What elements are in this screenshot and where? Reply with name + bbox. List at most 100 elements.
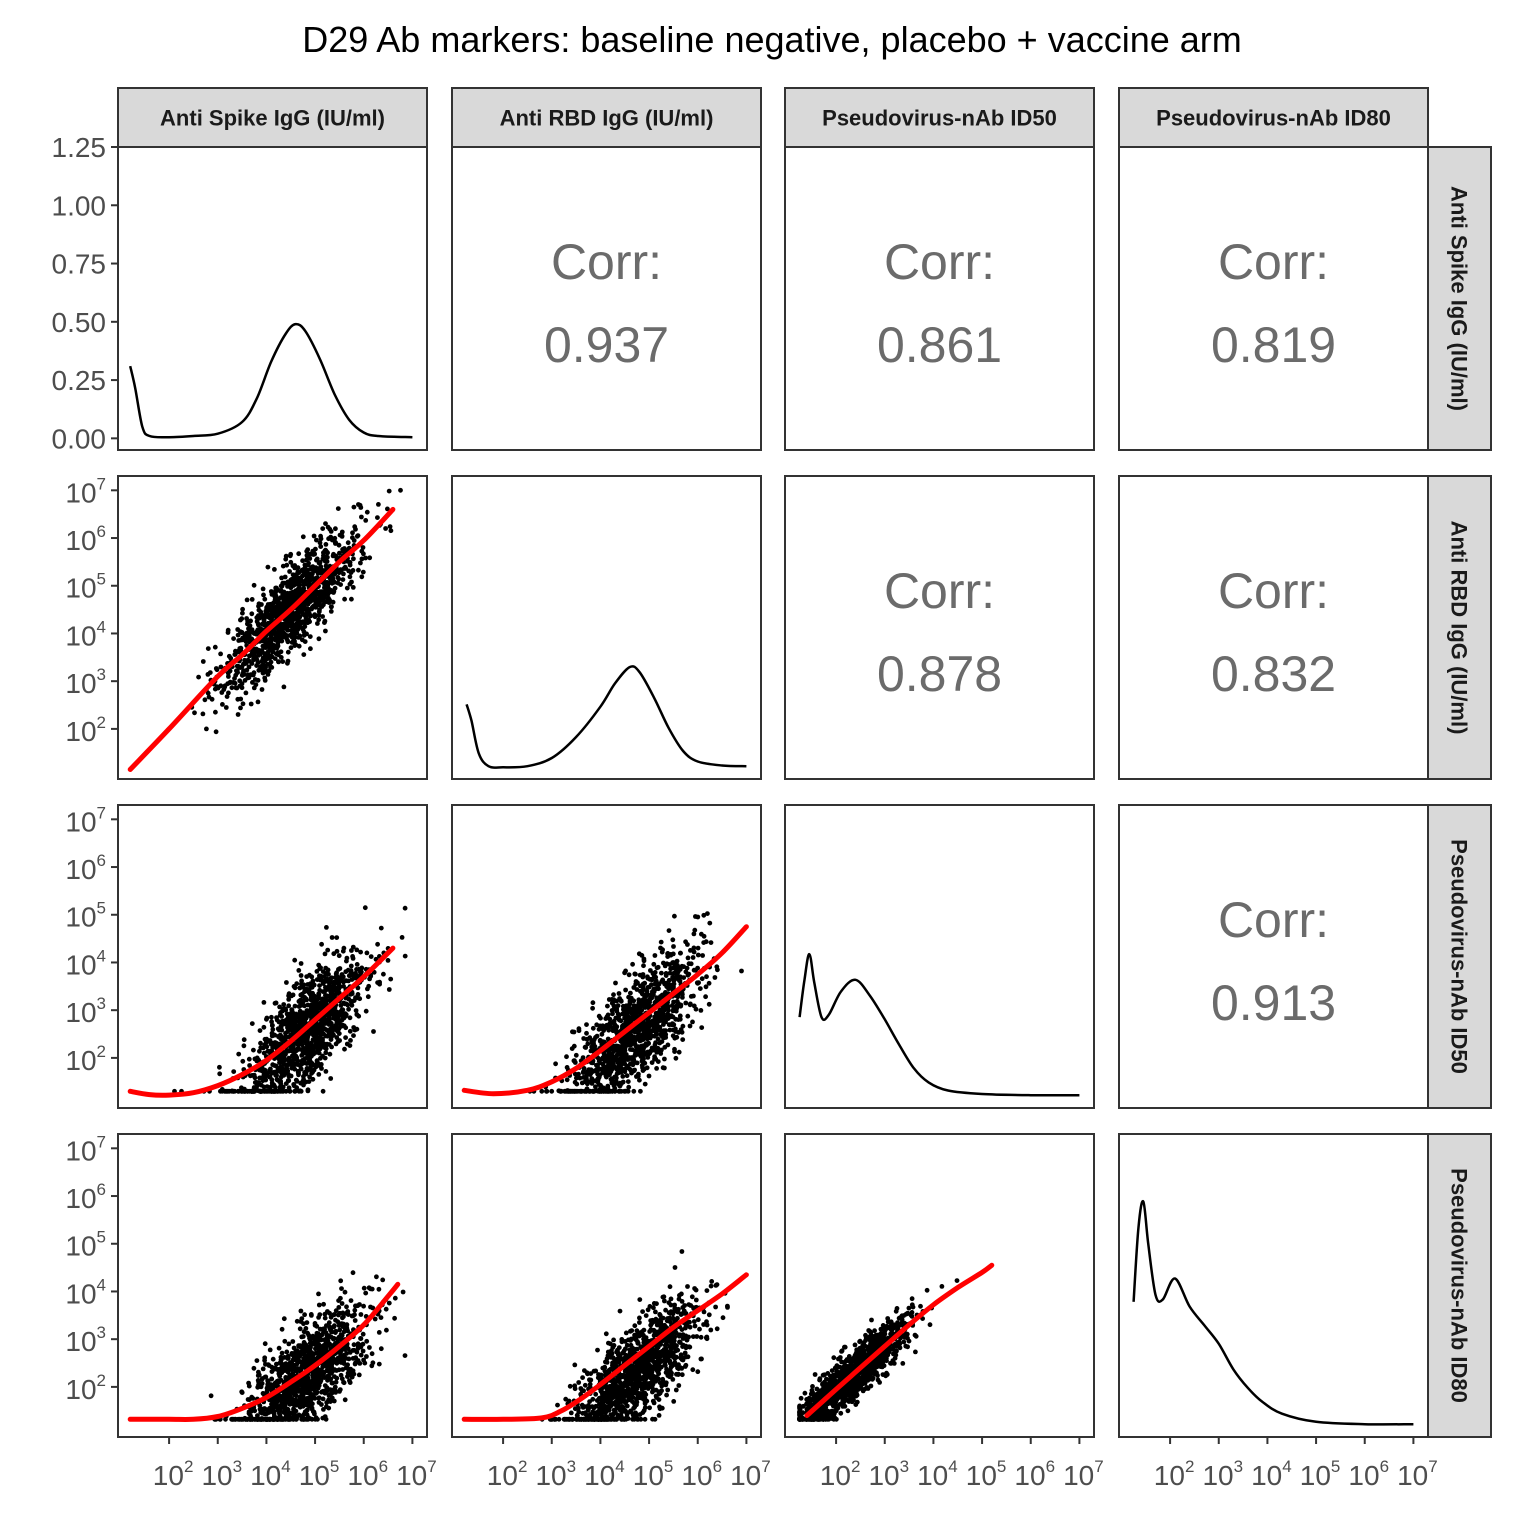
scatter-point <box>375 980 380 985</box>
scatter-point <box>581 1075 586 1080</box>
scatter-point <box>256 1382 261 1388</box>
panel-content: Corr:0.819 <box>1211 234 1336 373</box>
scatter-point <box>292 627 298 633</box>
scatter-point <box>286 1085 292 1091</box>
density-curve <box>798 952 1080 1097</box>
scatter-point <box>302 1356 308 1361</box>
scatter-point <box>572 1058 577 1063</box>
scatter-point <box>697 986 703 991</box>
scatter-point <box>336 1312 341 1318</box>
scatter-point <box>272 1069 277 1075</box>
scatter-point <box>323 521 328 526</box>
scatter-point <box>285 1355 291 1361</box>
scatter-point <box>611 1081 617 1087</box>
scatter-point <box>332 1384 338 1390</box>
scatter-point <box>641 1043 647 1048</box>
scatter-point <box>339 1012 345 1018</box>
scatter-point <box>706 1001 712 1007</box>
scatter-point <box>352 1318 358 1323</box>
scatter-point <box>275 596 281 602</box>
scatter-point <box>326 1333 332 1338</box>
scatter-point <box>584 1022 589 1027</box>
scatter-point <box>271 600 277 606</box>
corr-value: 0.861 <box>877 317 1002 373</box>
scatter-point <box>263 644 269 650</box>
scatter-point <box>256 622 261 628</box>
scatter-point <box>275 1026 281 1032</box>
scatter-point <box>261 1050 267 1056</box>
scatter-point <box>321 1301 326 1307</box>
scatter-point <box>695 945 701 951</box>
scatter-point <box>316 1348 322 1354</box>
scatter-point <box>225 630 231 635</box>
scatter-point <box>646 1032 651 1038</box>
scatter-point <box>313 599 318 604</box>
loess-curve <box>127 945 396 1098</box>
scatter-point <box>200 659 206 664</box>
scatter-point <box>288 559 294 565</box>
scatter-point <box>286 1078 292 1084</box>
density-curve <box>465 665 747 769</box>
scatter-point <box>674 969 679 974</box>
scatter-point <box>363 518 369 523</box>
scatter-point <box>333 980 339 986</box>
scatter-point <box>319 591 325 597</box>
scatter-point <box>671 944 676 949</box>
scatter-point <box>371 1029 376 1034</box>
scatter-point <box>663 1028 668 1034</box>
scatter-point <box>385 506 390 512</box>
scatter-point <box>358 1352 364 1358</box>
scatter-point <box>392 1315 397 1321</box>
scatter-point <box>671 978 677 984</box>
scatter-point <box>600 1039 606 1045</box>
scatter-point <box>645 1021 651 1026</box>
scatter-point <box>677 1016 683 1022</box>
scatter-point <box>209 696 215 702</box>
scatter-point <box>237 678 243 684</box>
scatter-point <box>573 1052 579 1058</box>
scatter-point <box>350 972 356 978</box>
scatter-point <box>278 1357 284 1363</box>
scatter-point <box>383 526 388 531</box>
scatter-point <box>605 1003 610 1009</box>
scatter-point <box>581 1066 587 1071</box>
scatter-point <box>399 935 405 940</box>
scatter-point <box>320 614 325 619</box>
scatter-point <box>683 1000 689 1006</box>
scatter-point <box>662 1007 667 1013</box>
corr-label: Corr: <box>1218 563 1329 619</box>
scatter-point <box>663 1032 669 1037</box>
scatter-point <box>323 1069 329 1074</box>
scatter-point <box>277 1407 283 1413</box>
scatter-point <box>643 1029 648 1035</box>
scatter-point <box>358 560 363 566</box>
scatter-point <box>570 1029 575 1035</box>
scatter-point <box>280 1021 286 1027</box>
scatter-point <box>268 589 274 594</box>
scatter-point <box>298 1088 304 1094</box>
scatter-point <box>306 989 312 994</box>
scatter-point <box>241 1037 247 1043</box>
scatter-point <box>686 961 692 967</box>
scatter-point <box>334 1009 339 1015</box>
scatter-point <box>243 639 249 644</box>
scatter-point <box>315 590 321 596</box>
scatter-point <box>640 1068 646 1073</box>
scatter-point <box>292 1017 298 1023</box>
scatter-point <box>687 1023 693 1029</box>
scatter-point <box>316 617 322 623</box>
scatter-point <box>302 578 308 584</box>
scatter-point <box>312 1322 318 1328</box>
scatter-point <box>292 1003 298 1009</box>
scatter-point <box>650 1047 656 1053</box>
scatter-point <box>272 636 277 642</box>
scatter-point <box>276 626 281 632</box>
scatter-point <box>360 1341 366 1347</box>
scatter-point <box>701 912 707 918</box>
scatter-point <box>279 1067 285 1072</box>
scatter-point <box>392 1295 398 1301</box>
scatter-point <box>355 533 361 538</box>
scatter-point <box>654 1049 660 1055</box>
scatter-point <box>257 1048 262 1054</box>
scatter-point <box>269 611 275 617</box>
